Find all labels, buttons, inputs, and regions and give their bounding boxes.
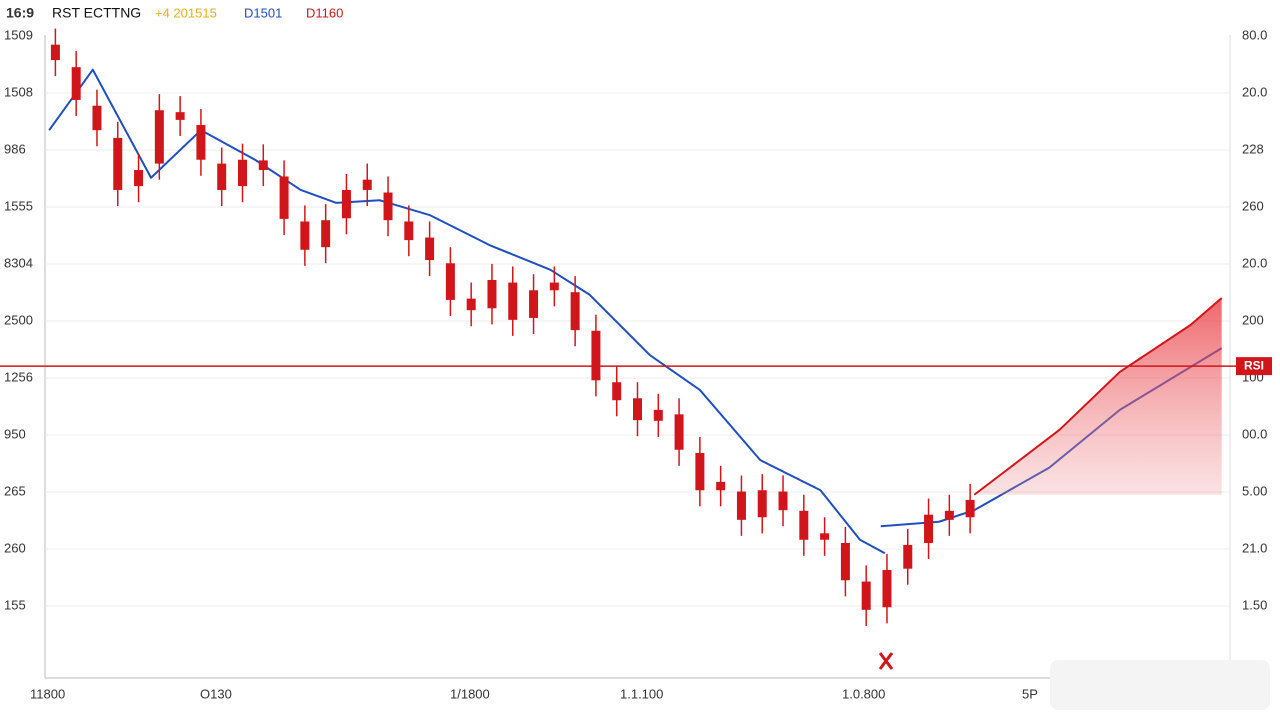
y2-tick-label: 228 — [1242, 141, 1264, 156]
candle-body — [570, 292, 580, 331]
forecast-line — [973, 297, 1223, 496]
ratio: 16:9 — [6, 5, 34, 21]
candle-body — [113, 137, 123, 190]
candle-body — [92, 105, 102, 131]
candle-body — [425, 237, 435, 261]
x-tick-label: 1.0.800 — [842, 686, 885, 701]
marker-x — [878, 652, 894, 670]
candle-body — [362, 179, 372, 190]
candle-body — [341, 189, 351, 219]
candle-body — [404, 221, 414, 241]
y-tick-label: 8304 — [4, 255, 33, 270]
candle-body — [799, 510, 809, 540]
y-tick-label: 1509 — [4, 27, 33, 42]
forecast-area — [974, 297, 1222, 495]
candle-body — [653, 409, 663, 421]
candle-body — [300, 221, 310, 250]
y2-tick-label: 260 — [1242, 198, 1264, 213]
candle-body — [757, 490, 767, 518]
candle-body — [466, 298, 476, 311]
y2-tick-label: 21.0 — [1242, 540, 1267, 555]
watermark — [1050, 660, 1270, 710]
candle-body — [238, 159, 247, 187]
candle-body — [924, 514, 934, 543]
candle-body — [840, 542, 850, 581]
candle-body — [549, 282, 559, 291]
candle-body — [258, 160, 268, 171]
x-tick-label: 1/1800 — [450, 686, 490, 701]
x-tick-label: 5P — [1022, 686, 1038, 701]
candle-body — [154, 110, 164, 164]
candle-body — [134, 170, 144, 187]
candle-body — [383, 192, 393, 221]
y-tick-label: 950 — [4, 426, 26, 441]
rsi-tag — [1236, 357, 1272, 376]
y2-tick-label: 5.00 — [1242, 483, 1267, 498]
candle-body — [529, 290, 539, 318]
y2-tick-label: 20.0 — [1242, 84, 1267, 99]
candle-body — [217, 163, 227, 190]
candle-body — [882, 569, 892, 608]
candle-body — [508, 282, 518, 320]
y-tick-label: 2500 — [4, 312, 33, 327]
y-tick-label: 1508 — [4, 84, 33, 99]
rsi-label: RSI — [1244, 358, 1264, 372]
candle-body — [175, 112, 185, 120]
plot: 1509 1508 986 1555 8304 2500 1256 950 265 260 155 8… — [0, 27, 1272, 701]
y-tick-label: 1256 — [4, 369, 33, 384]
candle-body — [633, 398, 642, 421]
y-tick-label: 155 — [4, 597, 26, 612]
y2-tick-label: 200 — [1242, 312, 1264, 327]
moving-average — [48, 68, 886, 555]
y2-tick-label: 00.0 — [1242, 426, 1267, 441]
candle-body — [861, 581, 871, 610]
legend-entry: +4 201515 — [155, 5, 217, 20]
legend-entry: D1160 — [306, 5, 343, 20]
legend-entry: D1501 — [244, 5, 282, 20]
candle-body — [321, 220, 331, 248]
candle-body — [71, 67, 81, 100]
y2-tick-label: 20.0 — [1242, 255, 1267, 270]
y2-tick-label: 1.50 — [1242, 597, 1267, 612]
candle-body — [612, 382, 622, 401]
candle-body — [591, 330, 601, 381]
y-tick-label: 986 — [4, 141, 26, 156]
candle-body — [196, 125, 206, 160]
candle-body — [487, 279, 497, 309]
candle-body — [944, 510, 954, 520]
candle-body — [695, 452, 705, 491]
candle-body — [736, 491, 746, 520]
y-tick-label: 265 — [4, 483, 26, 498]
candle-body — [50, 44, 60, 61]
candle-body — [716, 481, 726, 491]
y-tick-label: 260 — [4, 540, 26, 555]
candle-body — [965, 499, 975, 518]
x-tick-label: 1.1.100 — [620, 686, 663, 701]
candle-body — [903, 544, 913, 569]
y-tick-label: 1555 — [4, 198, 33, 213]
x-tick-label: O130 — [200, 686, 232, 701]
candle-body — [445, 263, 455, 300]
chart-title: RST ECTTNG — [52, 5, 141, 21]
candle-body — [279, 176, 289, 219]
candle-body — [778, 491, 788, 511]
y2-tick-label: 80.0 — [1242, 27, 1267, 42]
candle-body — [674, 414, 684, 450]
candle-body — [820, 533, 830, 540]
x-tick-label: 11800 — [30, 686, 65, 701]
